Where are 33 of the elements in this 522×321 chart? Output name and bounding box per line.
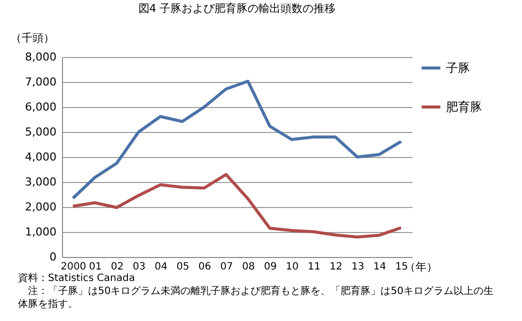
y-tick-label: 3,000 bbox=[25, 176, 56, 188]
y-tick-label: 7,000 bbox=[25, 76, 56, 88]
x-tick-label: 2000 bbox=[60, 262, 86, 272]
y-tick-label: 2,000 bbox=[25, 200, 56, 214]
chart-title: 図4 子豚および肥育豚の輸出頭数の推移 bbox=[138, 2, 336, 15]
x-tick-label: 08 bbox=[242, 262, 255, 272]
x-tick-label: 09 bbox=[264, 262, 277, 272]
x-tick-label: 15 bbox=[395, 262, 408, 272]
x-tick-label: 13 bbox=[351, 262, 364, 272]
x-tick-label: 14 bbox=[373, 262, 386, 272]
line-series bbox=[71, 173, 403, 238]
y-tick-label: 6,000 bbox=[25, 100, 56, 114]
x-tick-label: 04 bbox=[154, 262, 168, 272]
legend-label: 子豚 bbox=[446, 61, 470, 75]
x-tick-label: 12 bbox=[330, 262, 342, 272]
x-tick-label: 03 bbox=[132, 262, 146, 272]
x-tick-label: 01 bbox=[88, 262, 102, 272]
legend-label: 肥育豚 bbox=[446, 100, 482, 114]
y-tick-label: 8,000 bbox=[25, 50, 56, 64]
x-tick-label: 07 bbox=[220, 262, 233, 272]
x-tick-label: 02 bbox=[110, 262, 124, 272]
y-tick-label: 0 bbox=[50, 250, 56, 264]
y-tick-label: 4,000 bbox=[25, 150, 56, 164]
line-series bbox=[71, 80, 403, 200]
y-tick-label: 5,000 bbox=[25, 126, 56, 138]
text: 注：「子豚」は50キログラム未満の離乳子豚および肥育もと豚を、「肥育豚」は50キログラム以上の生体豚を指す。 bbox=[18, 285, 494, 311]
x-tick-label: 06 bbox=[198, 262, 212, 272]
text: 資料：Statistics Canada bbox=[18, 272, 136, 285]
x-tick-label: 05 bbox=[176, 262, 190, 272]
x-tick-label: 10 bbox=[286, 262, 299, 272]
x-tick-label: 11 bbox=[308, 262, 320, 272]
y-tick-label: 1,000 bbox=[25, 226, 56, 238]
y-axis-title: （千頭） bbox=[10, 32, 54, 44]
